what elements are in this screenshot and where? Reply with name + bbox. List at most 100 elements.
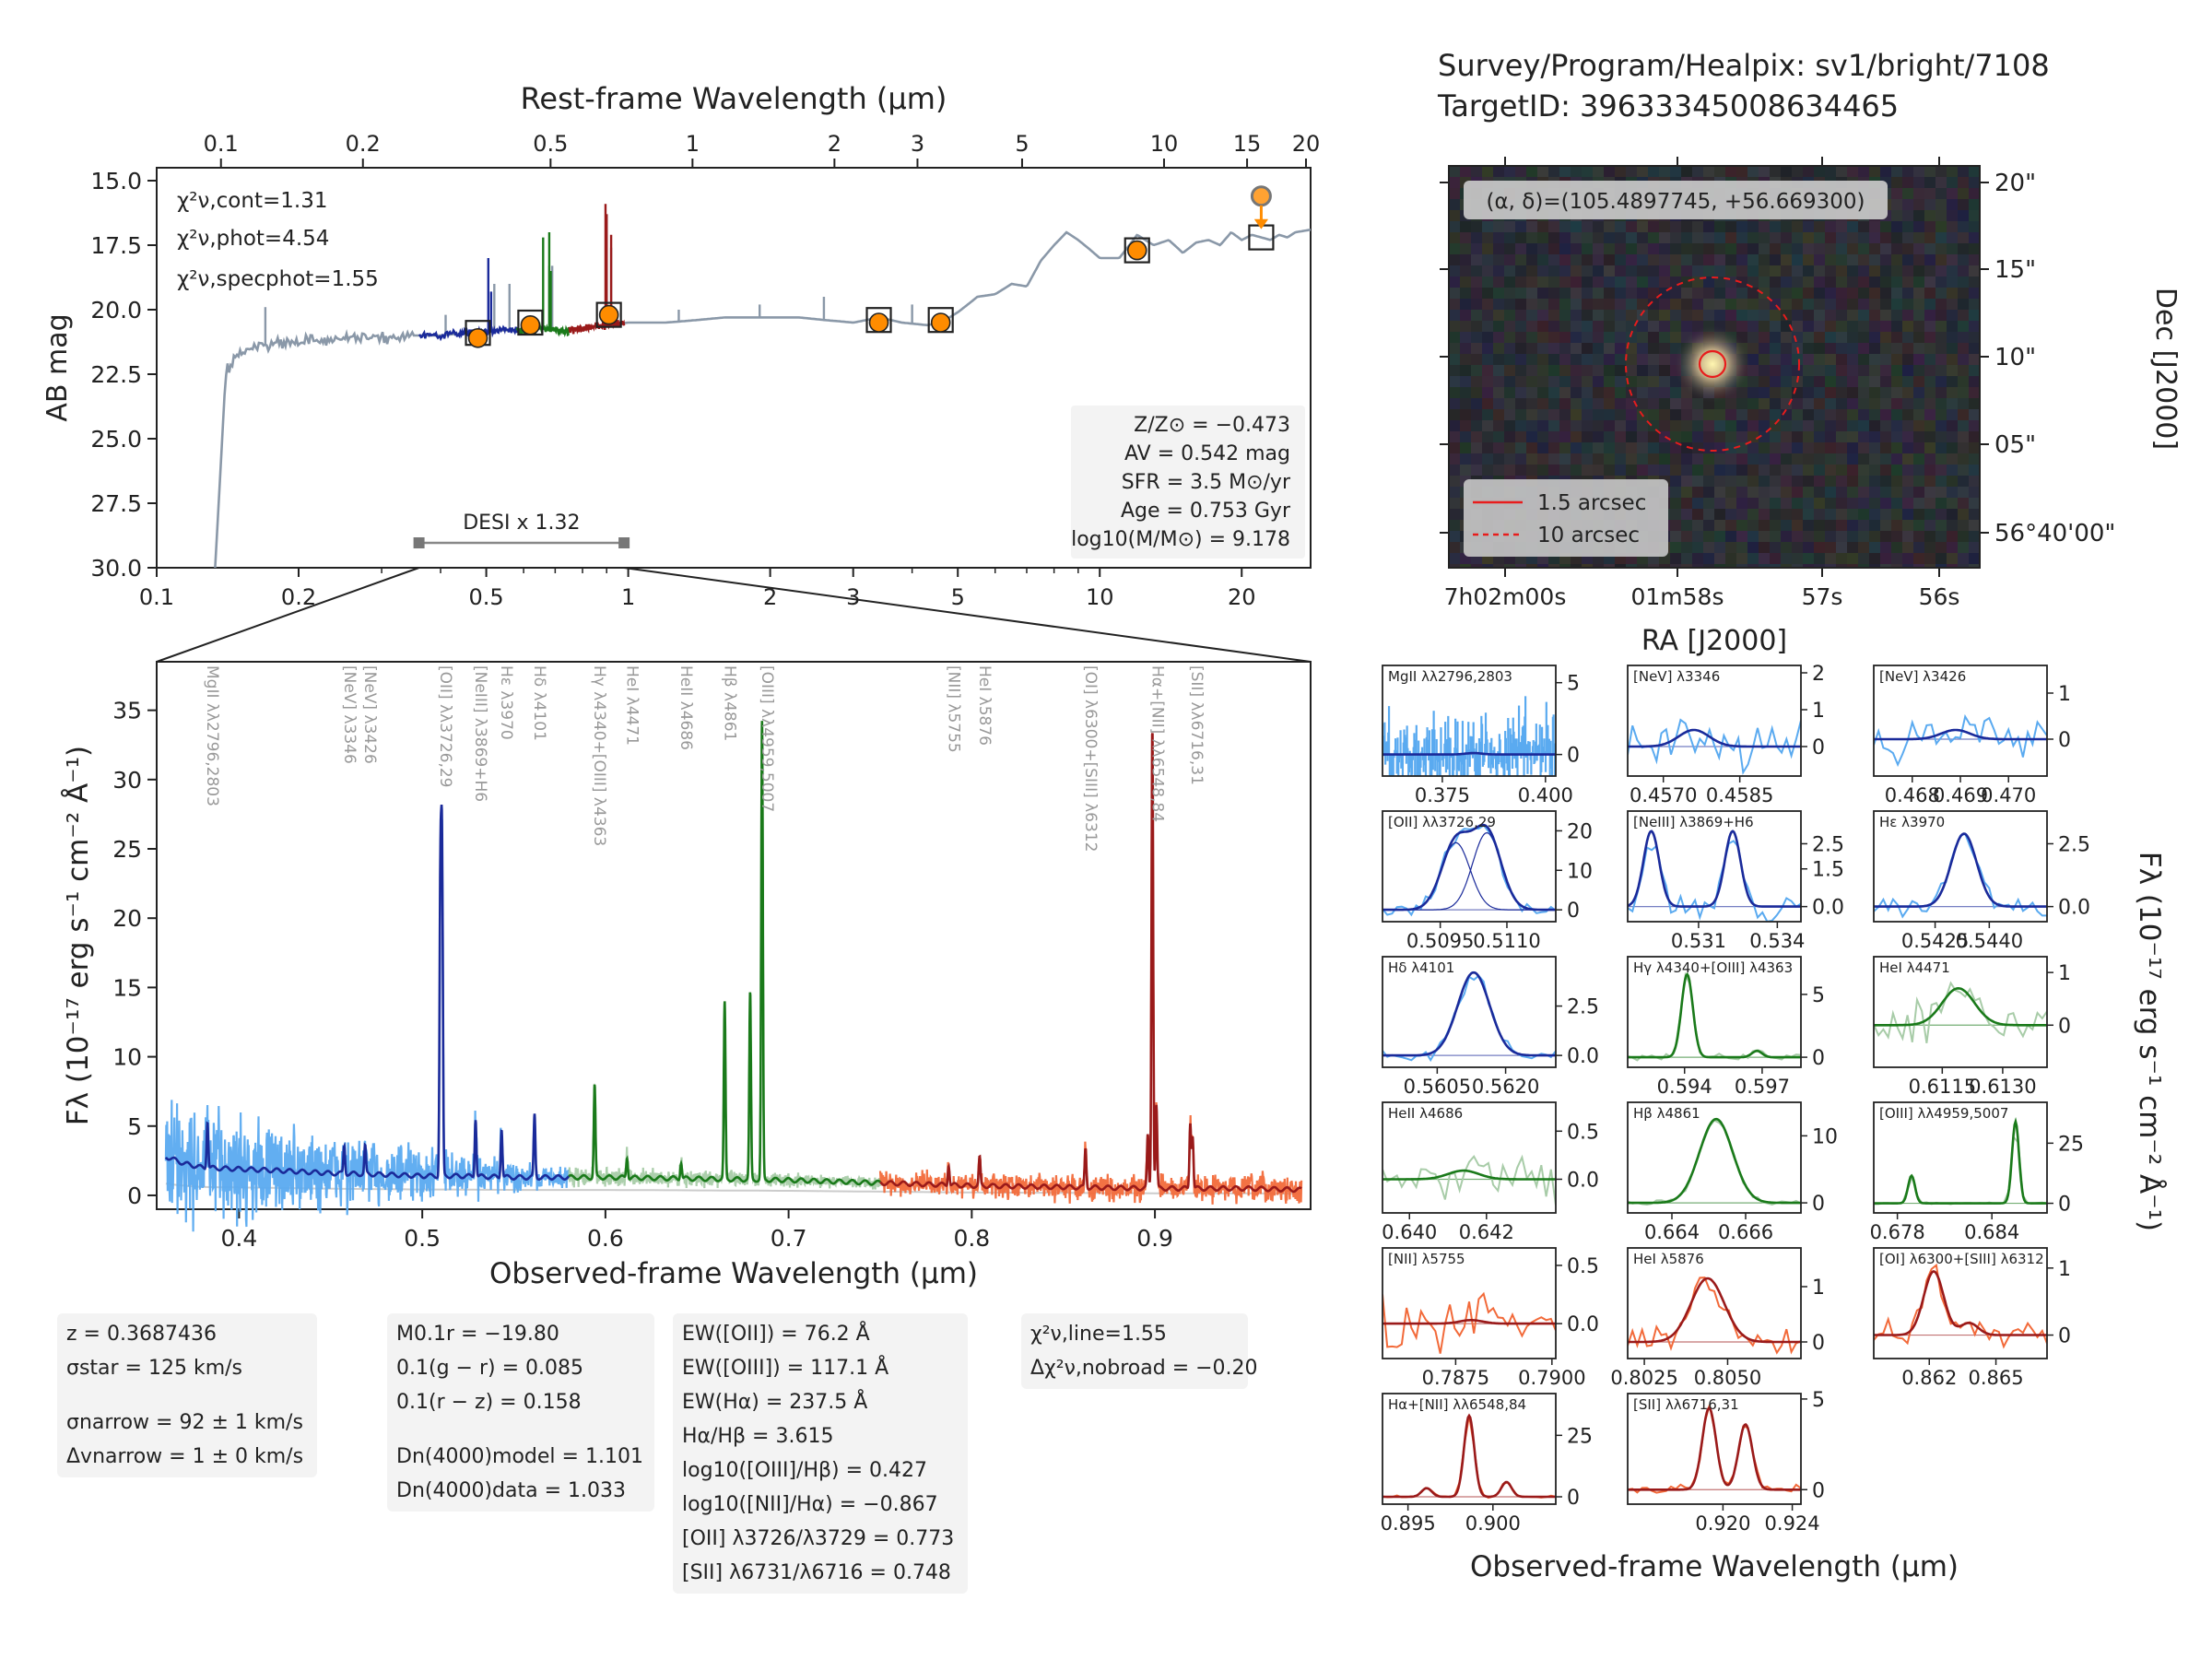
spec-y-tick-label: 30 xyxy=(112,767,142,794)
survey-line: Survey/Program/Healpix: sv1/bright/7108 xyxy=(1438,48,2050,83)
image-noise-pixel xyxy=(1969,288,1980,299)
image-noise-pixel xyxy=(1637,276,1648,288)
sed-fit-stat: χ²ν,phot=4.54 xyxy=(177,227,329,251)
image-noise-pixel xyxy=(1582,288,1593,299)
image-noise-pixel xyxy=(1947,276,1958,288)
image-noise-pixel xyxy=(1736,321,1747,332)
image-noise-pixel xyxy=(1615,442,1626,453)
image-noise-pixel xyxy=(1548,453,1559,465)
image-noise-pixel xyxy=(1770,343,1781,354)
image-noise-pixel xyxy=(1803,498,1814,509)
image-noise-pixel xyxy=(1770,276,1781,288)
image-noise-pixel xyxy=(1482,398,1493,409)
image-noise-pixel xyxy=(1891,299,1902,310)
image-noise-pixel xyxy=(1637,254,1648,265)
image-noise-pixel xyxy=(1692,310,1703,321)
image-noise-pixel xyxy=(1836,520,1847,531)
image-noise-pixel xyxy=(1714,476,1725,487)
image-noise-pixel xyxy=(1770,387,1781,398)
image-noise-pixel xyxy=(1681,431,1692,442)
spec-y-tick-label: 15 xyxy=(112,974,142,1001)
image-noise-pixel xyxy=(1615,221,1626,232)
image-noise-pixel xyxy=(1880,376,1891,387)
image-noise-pixel xyxy=(1593,365,1604,376)
image-noise-pixel xyxy=(1493,420,1504,431)
image-noise-pixel xyxy=(1460,243,1471,254)
image-noise-pixel xyxy=(1659,232,1670,243)
image-noise-pixel xyxy=(1449,564,1460,568)
image-noise-pixel xyxy=(1449,553,1460,564)
image-noise-pixel xyxy=(1548,221,1559,232)
image-noise-pixel xyxy=(1571,343,1582,354)
line-panel-xtick-label: 0.5425 xyxy=(1901,930,1969,952)
sed-y-axis-label: AB mag xyxy=(41,313,74,421)
image-noise-pixel xyxy=(1681,442,1692,453)
image-noise-pixel xyxy=(1637,288,1648,299)
image-noise-pixel xyxy=(1902,343,1913,354)
image-noise-pixel xyxy=(1449,498,1460,509)
image-noise-pixel xyxy=(1582,299,1593,310)
image-noise-pixel xyxy=(1847,265,1858,276)
image-noise-pixel xyxy=(1692,232,1703,243)
image-noise-pixel xyxy=(1515,564,1526,568)
image-noise-pixel xyxy=(1714,420,1725,431)
image-noise-pixel xyxy=(1792,442,1803,453)
image-noise-pixel xyxy=(1593,166,1604,177)
image-noise-pixel xyxy=(1847,409,1858,420)
image-noise-pixel xyxy=(1637,564,1648,568)
image-noise-pixel xyxy=(1637,376,1648,387)
line-panel-model xyxy=(1874,986,2047,1027)
image-noise-pixel xyxy=(1736,498,1747,509)
sed-fit-stat: χ²ν,specphot=1.55 xyxy=(177,267,379,291)
image-noise-pixel xyxy=(1604,343,1615,354)
image-noise-pixel xyxy=(1770,332,1781,343)
image-noise-pixel xyxy=(1449,243,1460,254)
line-panel-label: MgII λλ2796,2803 xyxy=(1388,668,1512,685)
image-noise-pixel xyxy=(1958,221,1969,232)
image-noise-pixel xyxy=(1924,243,1936,254)
image-noise-pixel xyxy=(1449,365,1460,376)
image-noise-pixel xyxy=(1770,310,1781,321)
image-noise-pixel xyxy=(1703,276,1714,288)
line-panel-label: [NeIII] λ3869+H6 xyxy=(1633,814,1754,830)
image-noise-pixel xyxy=(1703,265,1714,276)
image-noise-pixel xyxy=(1825,409,1836,420)
image-noise-pixel xyxy=(1880,520,1891,531)
image-noise-pixel xyxy=(1869,265,1880,276)
image-noise-pixel xyxy=(1670,564,1681,568)
image-noise-pixel xyxy=(1869,310,1880,321)
image-noise-pixel xyxy=(1747,243,1759,254)
image-noise-pixel xyxy=(1615,376,1626,387)
line-panel-frame xyxy=(1627,810,1802,923)
image-noise-pixel xyxy=(1571,564,1582,568)
image-noise-pixel xyxy=(1747,265,1759,276)
image-noise-pixel xyxy=(1493,166,1504,177)
image-noise-pixel xyxy=(1559,376,1571,387)
image-noise-pixel xyxy=(1947,354,1958,365)
image-noise-pixel xyxy=(1913,420,1924,431)
image-noise-pixel xyxy=(1537,254,1548,265)
image-noise-pixel xyxy=(1714,265,1725,276)
image-noise-pixel xyxy=(1681,265,1692,276)
image-noise-pixel xyxy=(1947,531,1958,542)
line-panel-bg xyxy=(1382,1102,1556,1213)
image-noise-pixel xyxy=(1969,376,1980,387)
line-panel-ytick-label: 0.0 xyxy=(2058,897,2090,920)
image-noise-pixel xyxy=(1924,387,1936,398)
sed-top-tick-label: 15 xyxy=(1233,131,1262,157)
image-noise-pixel xyxy=(1471,420,1482,431)
image-noise-pixel xyxy=(1747,420,1759,431)
image-noise-pixel xyxy=(1736,166,1747,177)
image-noise-pixel xyxy=(1781,531,1792,542)
image-noise-pixel xyxy=(1604,376,1615,387)
image-noise-pixel xyxy=(1969,210,1980,221)
spec-x-tick-label: 0.5 xyxy=(404,1225,441,1252)
image-noise-pixel xyxy=(1692,431,1703,442)
image-noise-pixel xyxy=(1648,276,1659,288)
image-noise-pixel xyxy=(1825,310,1836,321)
image-noise-pixel xyxy=(1958,310,1969,321)
image-noise-pixel xyxy=(1493,276,1504,288)
image-noise-pixel xyxy=(1836,453,1847,465)
